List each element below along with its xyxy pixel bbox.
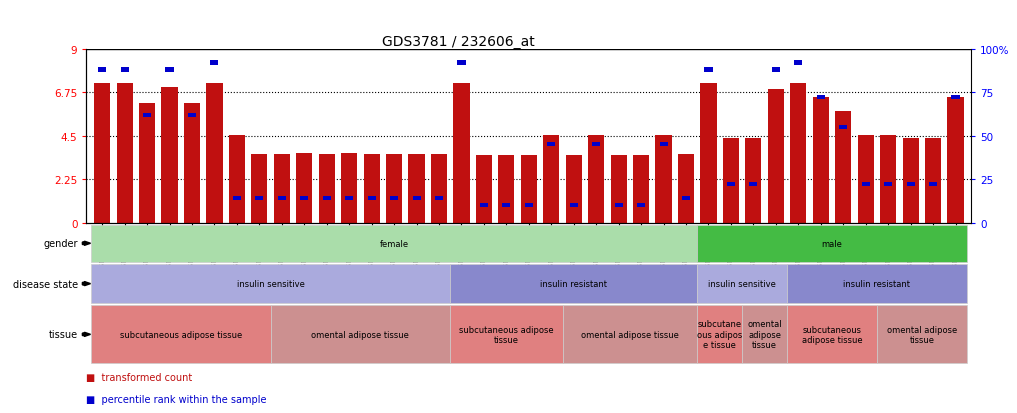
Bar [206,84,223,223]
Text: insulin sensitive: insulin sensitive [708,280,776,288]
Bar [857,135,874,223]
Bar [682,197,691,201]
Bar [588,135,604,223]
Bar [480,204,488,208]
Text: ■  transformed count: ■ transformed count [86,372,192,382]
Bar [435,197,443,201]
Bar [902,138,918,223]
Bar [929,183,937,187]
Bar [454,84,470,223]
Bar [98,68,106,73]
Bar [525,204,533,208]
Bar [880,135,896,223]
Bar [274,154,290,223]
Bar [345,197,353,201]
Text: omental adipose
tissue: omental adipose tissue [887,325,957,344]
Bar [656,135,671,223]
Bar [341,154,357,223]
Bar [727,183,735,187]
Bar [413,197,421,201]
Text: ■  percentile rank within the sample: ■ percentile rank within the sample [86,394,266,404]
Bar [502,204,511,208]
Text: subcutaneous adipose
tissue: subcutaneous adipose tissue [459,325,553,344]
Bar [139,104,156,223]
Bar [184,104,200,223]
Text: gender: gender [44,239,78,249]
Bar [772,68,780,73]
Text: omental adipose tissue: omental adipose tissue [311,330,410,339]
Bar [592,143,600,147]
Text: omental adipose tissue: omental adipose tissue [581,330,678,339]
Bar [839,126,847,130]
Bar [121,68,129,73]
Bar [431,154,447,223]
Bar [318,154,335,223]
Bar [565,156,582,223]
Bar [925,138,941,223]
Bar [363,154,379,223]
Bar [409,154,425,223]
Bar [614,204,622,208]
Bar [233,197,241,201]
Text: female: female [379,239,409,248]
Bar [745,138,762,223]
Bar [391,197,398,201]
Bar [768,90,784,223]
Text: male: male [822,239,842,248]
Bar [278,197,286,201]
Bar [543,135,559,223]
Bar [948,98,963,223]
Bar [952,96,960,100]
Bar [750,183,758,187]
Text: subcutaneous
adipose tissue: subcutaneous adipose tissue [801,325,862,344]
Bar [835,111,851,223]
Bar [813,98,829,223]
Bar [498,156,515,223]
Bar [188,113,196,118]
Bar [906,183,914,187]
Bar [322,197,331,201]
Text: tissue: tissue [49,330,78,339]
Title: GDS3781 / 232606_at: GDS3781 / 232606_at [381,35,534,49]
Bar [476,156,492,223]
Bar [296,154,312,223]
Bar [300,197,308,201]
Bar [367,197,375,201]
Bar [117,84,132,223]
Bar [255,197,263,201]
Bar [251,154,267,223]
Bar [610,156,626,223]
Bar [790,84,806,223]
Bar [633,156,649,223]
Bar [386,154,402,223]
Bar [794,61,802,66]
Bar [162,88,178,223]
Bar [817,96,825,100]
Bar [143,113,152,118]
Text: disease state: disease state [13,279,78,289]
Bar [211,61,219,66]
Bar [723,138,739,223]
Bar [458,61,466,66]
Bar [861,183,870,187]
Bar [229,135,245,223]
Text: omental
adipose
tissue: omental adipose tissue [747,320,782,349]
Bar [547,143,555,147]
Bar [701,84,717,223]
Bar [521,156,537,223]
Text: subcutane
ous adipos
e tissue: subcutane ous adipos e tissue [697,320,742,349]
Text: insulin resistant: insulin resistant [540,280,607,288]
Bar [884,183,892,187]
Bar [95,84,110,223]
Text: subcutaneous adipose tissue: subcutaneous adipose tissue [120,330,242,339]
Bar [166,68,174,73]
Bar [660,143,667,147]
Bar [637,204,645,208]
Text: insulin sensitive: insulin sensitive [237,280,304,288]
Bar [705,68,713,73]
Bar [678,154,695,223]
Bar [570,204,578,208]
Text: insulin resistant: insulin resistant [843,280,910,288]
